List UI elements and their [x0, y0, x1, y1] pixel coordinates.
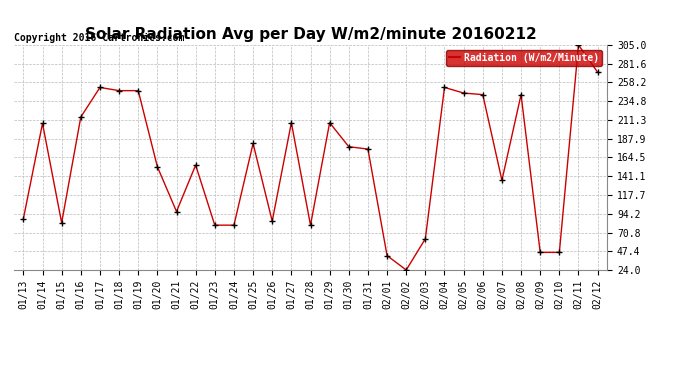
Text: Copyright 2016 Cartronics.com: Copyright 2016 Cartronics.com	[14, 33, 184, 43]
Title: Solar Radiation Avg per Day W/m2/minute 20160212: Solar Radiation Avg per Day W/m2/minute …	[85, 27, 536, 42]
Legend: Radiation (W/m2/Minute): Radiation (W/m2/Minute)	[446, 50, 602, 66]
